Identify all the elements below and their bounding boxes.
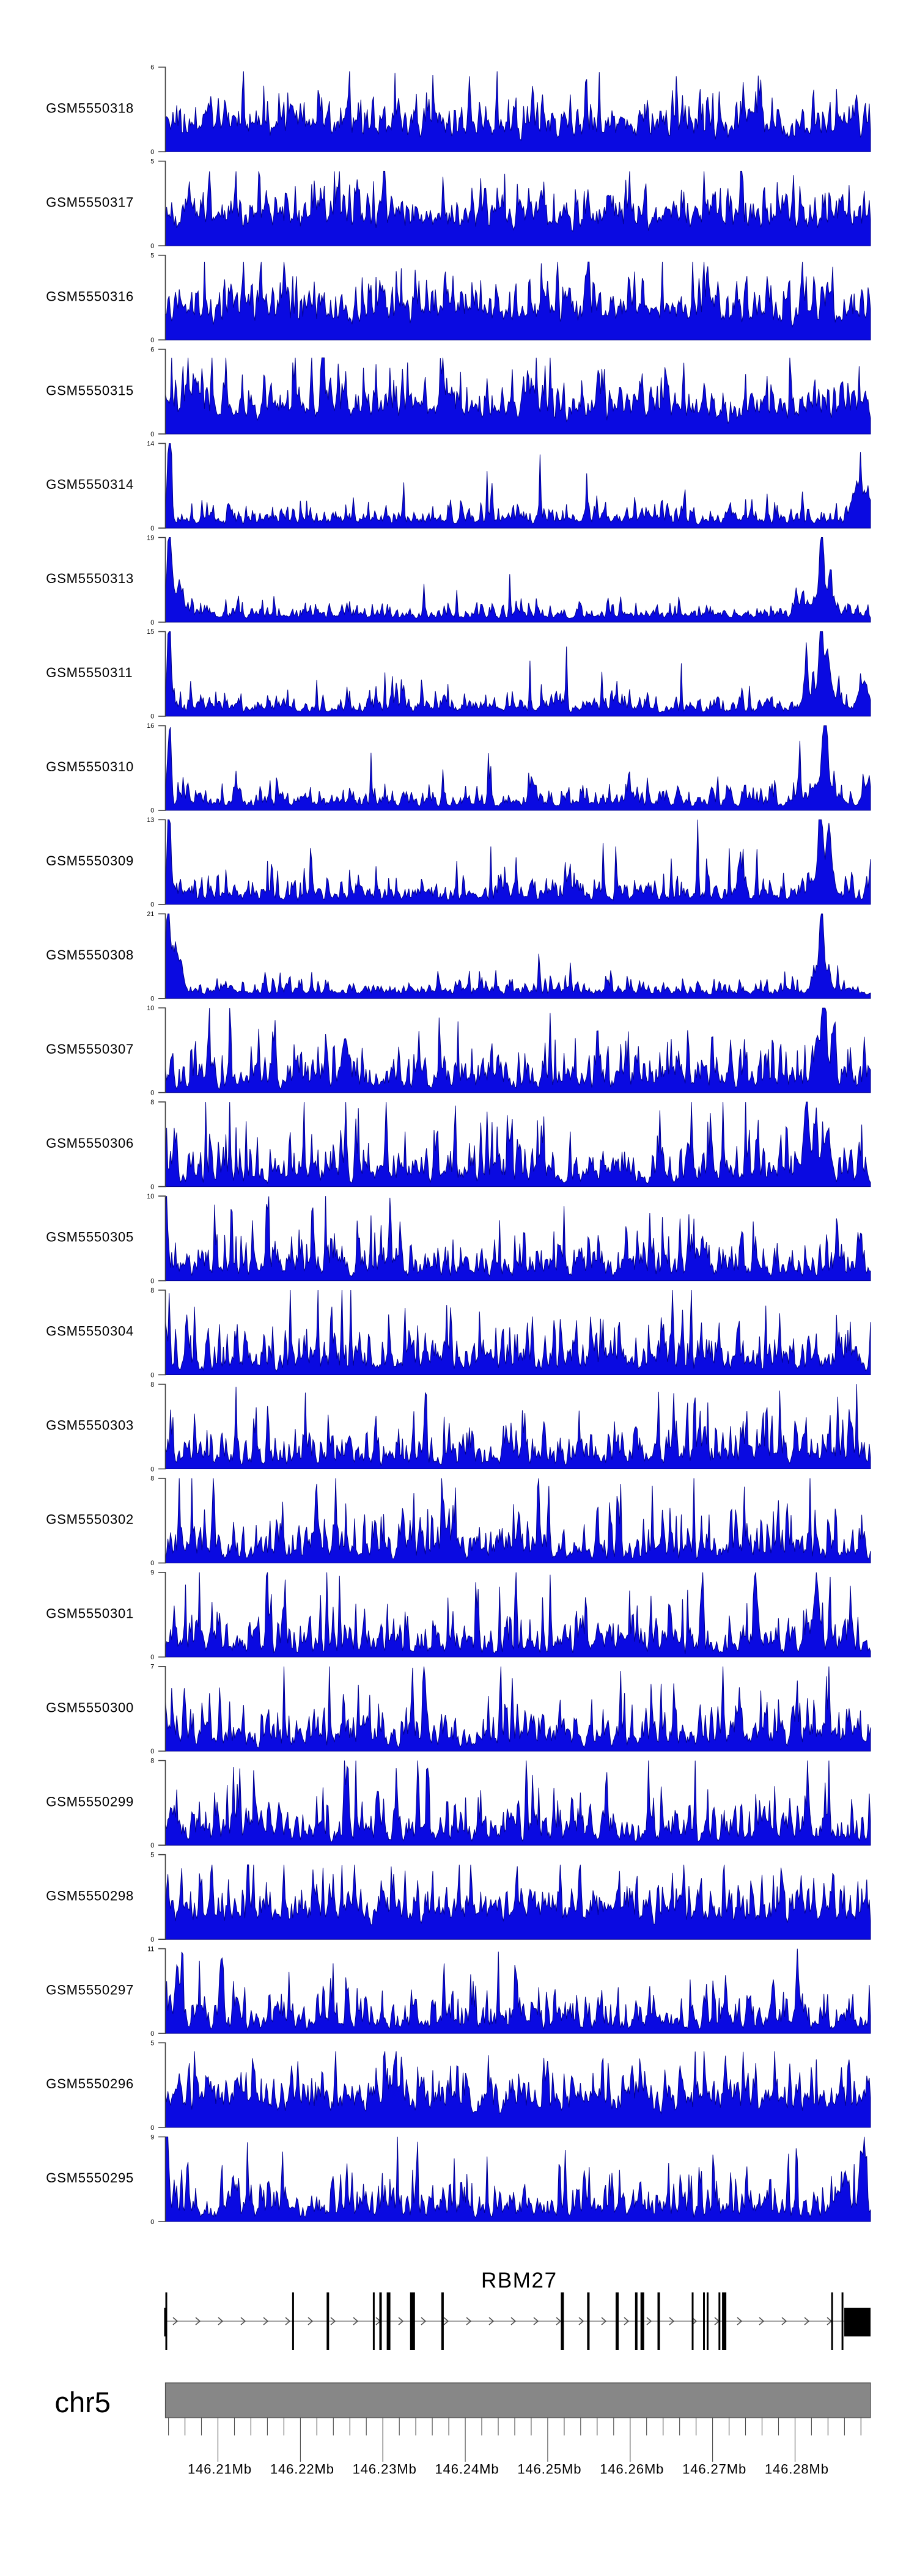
- svg-text:146.21Mb: 146.21Mb: [188, 2462, 252, 2477]
- svg-text:5: 5: [150, 1852, 154, 1859]
- svg-text:21: 21: [147, 911, 154, 918]
- svg-text:0: 0: [150, 1936, 154, 1943]
- svg-text:0: 0: [150, 2218, 154, 2226]
- svg-text:5: 5: [150, 158, 154, 166]
- svg-text:146.22Mb: 146.22Mb: [270, 2462, 334, 2477]
- svg-text:GSM5550300: GSM5550300: [46, 1700, 134, 1715]
- svg-text:0: 0: [150, 337, 154, 344]
- svg-text:GSM5550304: GSM5550304: [46, 1324, 134, 1339]
- svg-text:13: 13: [147, 816, 154, 824]
- svg-text:GSM5550308: GSM5550308: [46, 947, 134, 963]
- svg-text:GSM5550297: GSM5550297: [46, 1982, 134, 1997]
- svg-text:0: 0: [150, 807, 154, 815]
- svg-text:GSM5550296: GSM5550296: [46, 2076, 134, 2091]
- svg-text:0: 0: [150, 1466, 154, 1473]
- svg-text:15: 15: [147, 628, 154, 636]
- svg-text:GSM5550306: GSM5550306: [46, 1136, 134, 1151]
- svg-text:10: 10: [147, 1193, 154, 1200]
- svg-text:9: 9: [150, 1569, 154, 1577]
- svg-text:0: 0: [150, 1560, 154, 1567]
- svg-text:146.25Mb: 146.25Mb: [517, 2462, 581, 2477]
- svg-text:0: 0: [150, 2030, 154, 2038]
- svg-text:GSM5550317: GSM5550317: [46, 194, 134, 210]
- svg-text:0: 0: [150, 149, 154, 156]
- svg-text:0: 0: [150, 901, 154, 909]
- svg-text:0: 0: [150, 1183, 154, 1191]
- svg-text:146.28Mb: 146.28Mb: [765, 2462, 829, 2477]
- svg-text:GSM5550311: GSM5550311: [46, 665, 133, 680]
- svg-text:0: 0: [150, 1090, 154, 1097]
- svg-text:GSM5550314: GSM5550314: [46, 477, 134, 492]
- svg-text:11: 11: [147, 1945, 154, 1953]
- svg-text:16: 16: [147, 722, 154, 730]
- svg-text:0: 0: [150, 243, 154, 250]
- svg-text:GSM5550318: GSM5550318: [46, 101, 134, 116]
- svg-text:0: 0: [150, 1842, 154, 1849]
- svg-text:0: 0: [150, 431, 154, 438]
- svg-text:GSM5550299: GSM5550299: [46, 1794, 134, 1809]
- svg-text:GSM5550295: GSM5550295: [46, 2170, 134, 2185]
- svg-text:0: 0: [150, 1748, 154, 1755]
- svg-text:GSM5550307: GSM5550307: [46, 1041, 134, 1057]
- svg-text:RBM27: RBM27: [481, 2269, 558, 2292]
- svg-text:6: 6: [150, 64, 154, 72]
- svg-text:0: 0: [150, 1371, 154, 1379]
- svg-text:0: 0: [150, 1277, 154, 1285]
- svg-text:8: 8: [150, 1475, 154, 1483]
- svg-text:GSM5550309: GSM5550309: [46, 853, 134, 868]
- svg-text:GSM5550313: GSM5550313: [46, 571, 134, 586]
- svg-text:0: 0: [150, 525, 154, 532]
- svg-text:chr5: chr5: [55, 2386, 111, 2418]
- svg-text:0: 0: [150, 996, 154, 1003]
- svg-text:GSM5550303: GSM5550303: [46, 1418, 134, 1433]
- svg-text:8: 8: [150, 1381, 154, 1389]
- svg-text:146.26Mb: 146.26Mb: [600, 2462, 664, 2477]
- svg-text:10: 10: [147, 1005, 154, 1012]
- svg-text:8: 8: [150, 1099, 154, 1106]
- svg-text:8: 8: [150, 1287, 154, 1294]
- svg-text:146.27Mb: 146.27Mb: [682, 2462, 746, 2477]
- svg-text:14: 14: [147, 440, 154, 447]
- svg-text:GSM5550298: GSM5550298: [46, 1888, 134, 1903]
- svg-text:7: 7: [150, 1664, 154, 1671]
- svg-text:0: 0: [150, 2124, 154, 2132]
- svg-text:0: 0: [150, 1654, 154, 1661]
- svg-text:0: 0: [150, 713, 154, 721]
- svg-text:GSM5550302: GSM5550302: [46, 1512, 134, 1527]
- svg-text:19: 19: [147, 534, 154, 541]
- svg-text:8: 8: [150, 1758, 154, 1765]
- svg-text:146.24Mb: 146.24Mb: [435, 2462, 499, 2477]
- svg-text:9: 9: [150, 2134, 154, 2141]
- svg-text:GSM5550301: GSM5550301: [46, 1606, 134, 1621]
- svg-text:146.23Mb: 146.23Mb: [353, 2462, 417, 2477]
- svg-text:GSM5550305: GSM5550305: [46, 1230, 134, 1245]
- svg-text:5: 5: [150, 252, 154, 260]
- svg-text:6: 6: [150, 346, 154, 353]
- svg-text:GSM5550315: GSM5550315: [46, 383, 134, 398]
- svg-text:5: 5: [150, 2039, 154, 2047]
- svg-text:GSM5550310: GSM5550310: [46, 759, 134, 774]
- svg-text:0: 0: [150, 619, 154, 626]
- svg-text:GSM5550316: GSM5550316: [46, 288, 134, 304]
